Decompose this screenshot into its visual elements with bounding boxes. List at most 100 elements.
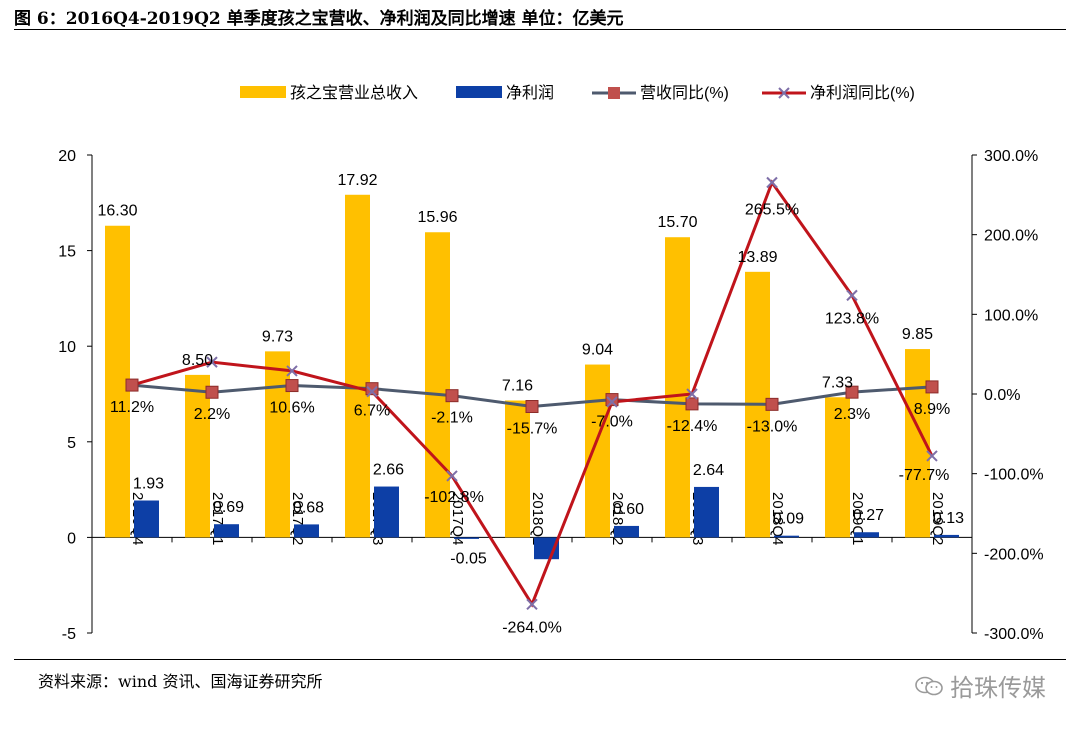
y-left-tick-label: 0	[67, 530, 76, 547]
x-tick-label: 2019Q1	[849, 492, 866, 545]
y-left-tick-label: -5	[62, 626, 76, 643]
bars	[105, 194, 959, 560]
revenue-yoy-marker	[285, 379, 299, 393]
revenue-yoy-marker	[685, 397, 699, 411]
revenue-bar	[825, 397, 850, 538]
profit-bar	[294, 524, 319, 538]
y-right-tick-label: 0.0%	[984, 387, 1020, 404]
axes: -5 0 5 10 15 20 -300.0% -200.0% -100.0% 0.0% 100.0…	[58, 148, 1043, 643]
source-rule	[14, 659, 1066, 660]
profit-yoy-label: 123.8%	[825, 310, 879, 327]
revenue-bar	[505, 400, 530, 538]
revenue-label: 7.33	[822, 374, 853, 391]
profit-yoy-label: 265.5%	[745, 201, 799, 218]
profit-label: 0.60	[613, 501, 644, 518]
legend-swatch-profit	[456, 86, 502, 98]
legend-marker-profit-yoy	[778, 87, 790, 99]
legend-marker-revenue-yoy	[608, 87, 620, 99]
revenue-bar	[425, 232, 450, 538]
wechat-icon	[915, 676, 943, 695]
revenue-yoy-label: -13.0%	[747, 418, 798, 435]
revenue-yoy-label: -12.4%	[667, 418, 718, 435]
title-rule	[14, 29, 1066, 30]
y-right-tick-label: 300.0%	[984, 148, 1038, 165]
legend: 孩之宝营业总收入 净利润 营收同比(%) 净利润同比(%)	[240, 84, 915, 102]
profit-yoy-marker	[606, 396, 618, 408]
profit-label: 2.66	[373, 462, 404, 479]
profit-label: -0.05	[450, 550, 487, 567]
x-tick-label: 2019Q2	[929, 492, 946, 545]
profit-yoy-marker	[446, 470, 458, 482]
y-right-tick-label: -200.0%	[984, 546, 1044, 563]
profit-label: 0.27	[853, 507, 884, 524]
y-left-tick-label: 20	[58, 148, 76, 165]
y-right-tick-label: 100.0%	[984, 307, 1038, 324]
revenue-yoy-label: -15.7%	[507, 421, 558, 438]
revenue-bar	[665, 237, 690, 538]
x-tick-label: 2018Q1	[529, 492, 546, 545]
profit-label: 1.93	[133, 475, 164, 492]
revenue-yoy-marker	[525, 400, 539, 414]
revenue-yoy-label: -7.0%	[591, 414, 633, 431]
profit-yoy-marker	[926, 450, 938, 462]
revenue-yoy-marker	[365, 382, 379, 396]
profit-yoy-marker	[846, 289, 858, 302]
revenue-label: 9.73	[262, 328, 293, 345]
watermark: 拾珠传媒	[914, 668, 1046, 703]
revenue-yoy-marker	[605, 393, 619, 407]
revenue-yoy-marker	[205, 385, 219, 399]
profit-bar	[374, 486, 399, 538]
lines	[125, 176, 939, 611]
revenue-yoy-label: 11.2%	[110, 399, 154, 416]
legend-label: 净利润同比(%)	[810, 84, 915, 102]
y-left-tick-label: 10	[58, 339, 76, 356]
profit-label: 0.69	[213, 499, 244, 516]
y-left-tick-label: 15	[58, 244, 76, 261]
revenue-bar	[585, 364, 610, 538]
revenue-label: 9.04	[582, 342, 613, 359]
profit-label: 0.09	[773, 511, 804, 528]
y-right-tick-label: -300.0%	[984, 626, 1044, 643]
profit-bar	[694, 486, 719, 538]
watermark-text: 拾珠传媒	[950, 674, 1046, 702]
profit-label: 0.68	[293, 499, 324, 516]
revenue-yoy-marker	[765, 397, 779, 411]
profit-bar	[774, 535, 799, 538]
revenue-yoy-marker	[445, 389, 459, 403]
profit-yoy-marker	[366, 385, 378, 398]
y-right-tick-label: -100.0%	[984, 467, 1044, 484]
revenue-yoy-label: 6.7%	[354, 403, 390, 420]
revenue-bar	[345, 194, 370, 538]
profit-label: 0.13	[933, 510, 964, 527]
revenue-yoy-label: 2.3%	[834, 406, 870, 423]
y-right-tick-label: 200.0%	[984, 228, 1038, 245]
figure-title: 图 6：2016Q4-2019Q2 单季度孩之宝营收、净利润及同比增速 单位：亿…	[14, 9, 624, 29]
profit-bar	[614, 525, 639, 538]
revenue-bar	[185, 374, 210, 538]
revenue-yoy-marker	[125, 378, 139, 392]
revenue-yoy-label: -2.1%	[431, 410, 473, 427]
profit-yoy-marker	[686, 388, 698, 400]
legend-label: 营收同比(%)	[640, 84, 729, 102]
profit-yoy-marker	[766, 176, 778, 189]
profit-yoy-marker	[286, 365, 298, 377]
legend-label: 净利润	[506, 84, 554, 102]
revenue-yoy-marker	[925, 380, 939, 394]
revenue-yoy-label: 8.9%	[914, 401, 950, 418]
profit-bar	[854, 532, 879, 538]
profit-yoy-label: -264.0%	[502, 619, 562, 636]
profit-bar	[934, 534, 959, 538]
profit-bar	[134, 500, 159, 538]
legend-swatch-revenue	[240, 86, 286, 98]
revenue-yoy-marker	[845, 385, 859, 399]
profit-yoy-marker	[206, 356, 218, 368]
revenue-yoy-label: 10.6%	[269, 400, 314, 417]
revenue-label: 8.50	[182, 352, 213, 369]
profit-bar	[454, 537, 479, 539]
x-tick-label: 2017Q4	[449, 492, 466, 545]
revenue-label: 15.70	[657, 214, 697, 231]
revenue-label: 7.16	[502, 378, 533, 395]
profit-bar	[214, 524, 239, 538]
revenue-label: 17.92	[337, 172, 377, 189]
